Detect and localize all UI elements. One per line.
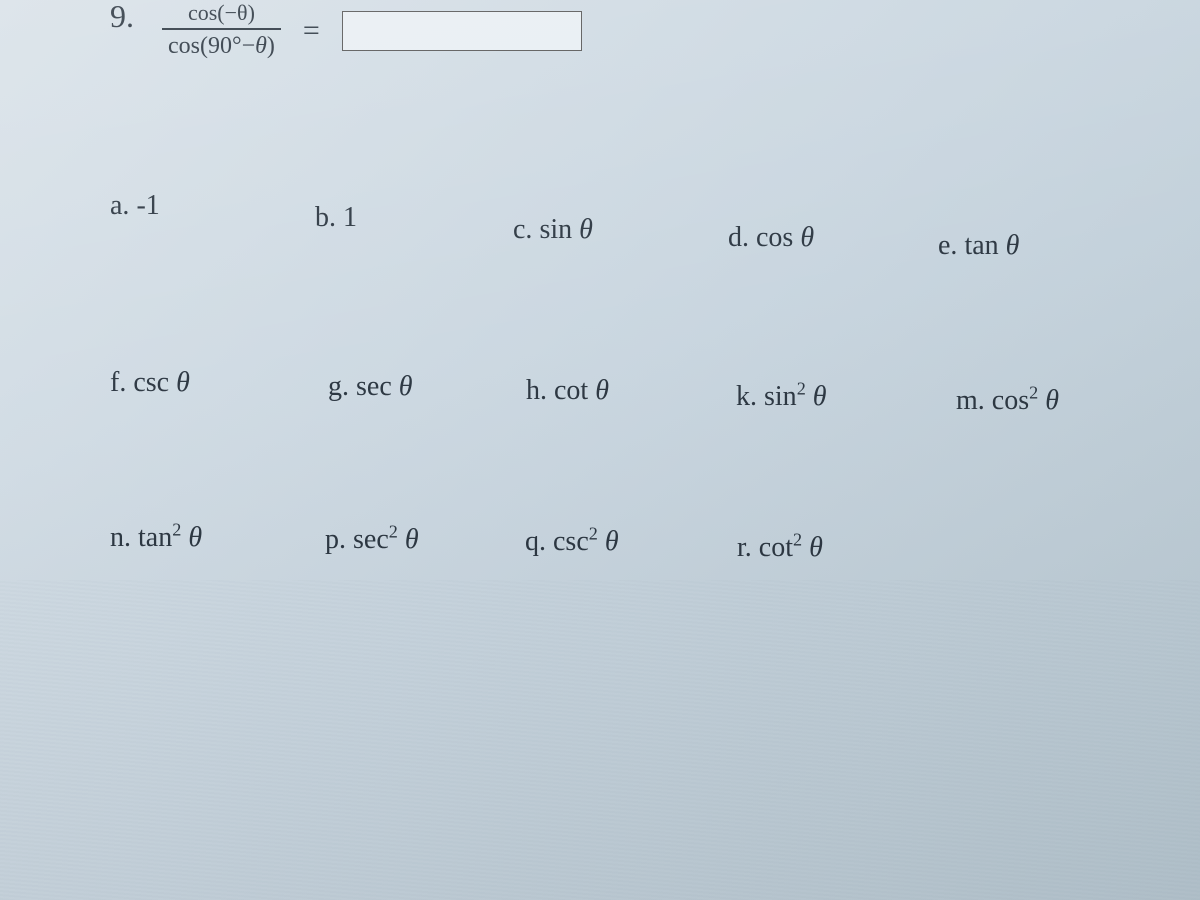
answer-choices: a. -1 b. 1 c. sin θ d. cos θ e. tan θ f.… [110,190,1140,564]
choice-g[interactable]: g. sec θ [328,371,526,417]
choice-c[interactable]: c. sin θ [513,214,728,262]
choice-label: r. [737,532,752,563]
choice-label: h. [526,375,547,406]
answer-input[interactable] [342,11,582,51]
choice-value: cos2 θ [992,385,1059,416]
question-fraction: cos(−θ) cos(90°−θ) [162,0,281,61]
choice-value: sec θ [356,371,413,402]
choice-q[interactable]: q. csc2 θ [525,526,737,564]
choice-b[interactable]: b. 1 [315,202,513,262]
choice-a[interactable]: a. -1 [110,190,315,262]
screen-moire-overlay [0,580,1200,900]
choice-value: sec2 θ [353,524,419,555]
choice-m[interactable]: m. cos2 θ [956,385,1136,417]
choice-value: cot2 θ [759,532,823,563]
choice-r[interactable]: r. cot2 θ [737,532,937,564]
question-number: 9. [110,0,134,35]
choice-d[interactable]: d. cos θ [728,222,938,262]
choice-label: b. [315,202,336,233]
question-row: 9. cos(−θ) cos(90°−θ) = [110,0,582,61]
choice-value: tan2 θ [138,522,202,553]
choice-value: 1 [343,202,357,233]
choice-e[interactable]: e. tan θ [938,230,1118,262]
choice-label: m. [956,385,985,416]
choice-n[interactable]: n. tan2 θ [110,522,325,564]
choice-k[interactable]: k. sin2 θ [736,381,956,417]
choice-value: csc θ [133,367,190,398]
fraction-denominator: cos(90°−θ) [162,28,281,61]
choice-value: csc2 θ [553,526,619,557]
choice-value: tan θ [964,230,1019,261]
choice-label: q. [525,526,546,557]
choice-value: sin2 θ [764,381,827,412]
choice-value: cos θ [756,222,814,253]
choice-label: p. [325,524,346,555]
choice-row-3: n. tan2 θ p. sec2 θ q. csc2 θ r. cot2 θ [110,522,1140,564]
choice-label: f. [110,367,126,398]
choice-row-2: f. csc θ g. sec θ h. cot θ k. sin2 θ m. … [110,367,1140,417]
choice-label: d. [728,222,749,253]
choice-f[interactable]: f. csc θ [110,367,328,417]
choice-p[interactable]: p. sec2 θ [325,524,525,564]
choice-label: g. [328,371,349,402]
choice-label: c. [513,214,532,245]
choice-label: a. [110,190,129,221]
equals-sign: = [303,14,320,48]
choice-h[interactable]: h. cot θ [526,375,736,417]
choice-row-1: a. -1 b. 1 c. sin θ d. cos θ e. tan θ [110,190,1140,262]
choice-value: sin θ [539,214,592,245]
choice-value: -1 [136,190,159,221]
fraction-numerator: cos(−θ) [182,0,261,28]
choice-label: k. [736,381,757,412]
choice-label: n. [110,522,131,553]
choice-value: cot θ [554,375,609,406]
choice-label: e. [938,230,957,261]
